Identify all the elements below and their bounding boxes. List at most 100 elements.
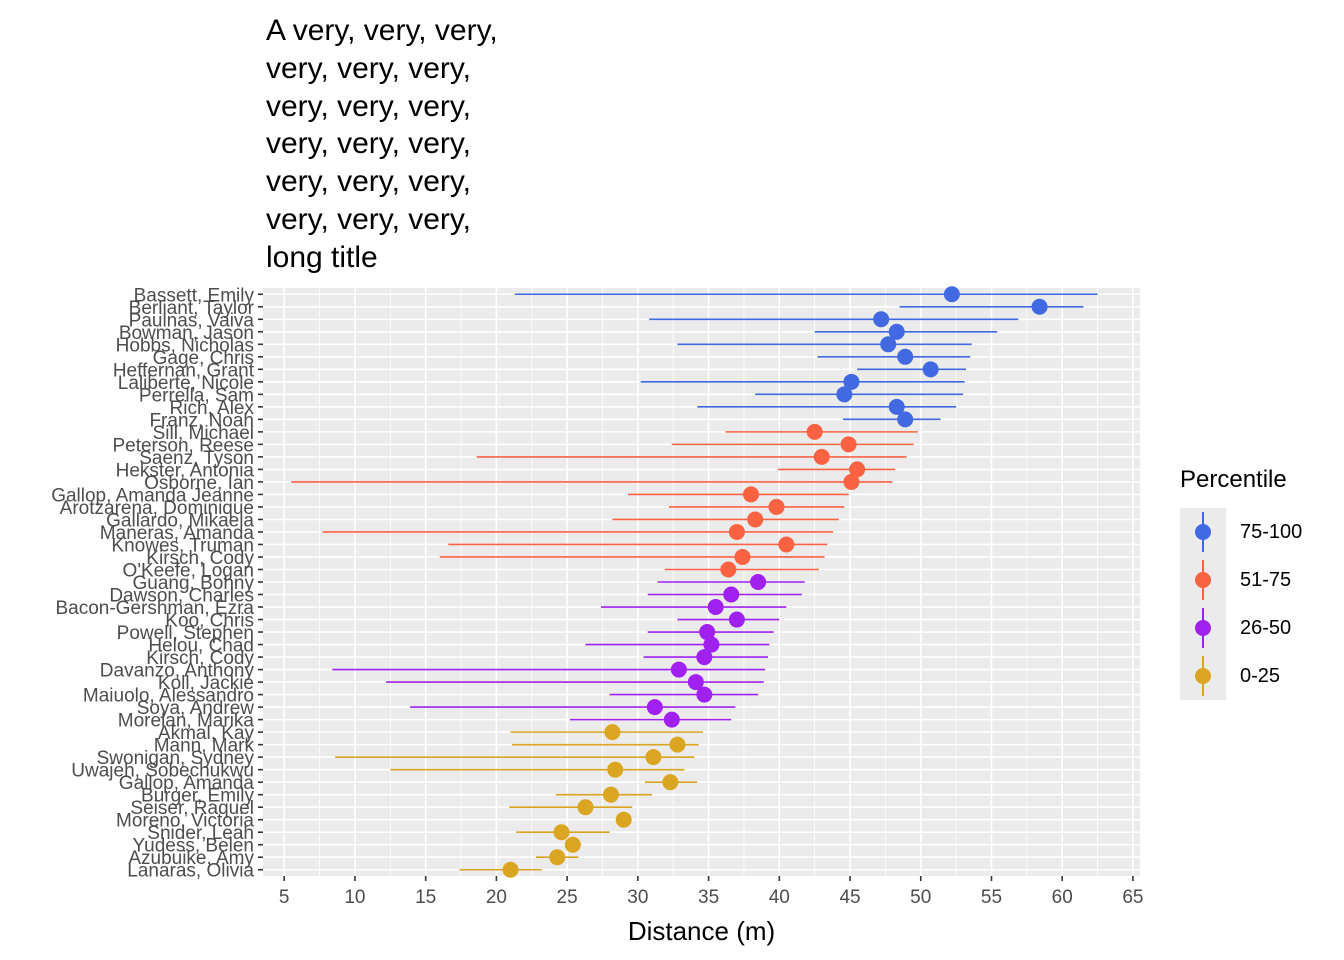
legend-label: 26-50 <box>1240 616 1292 639</box>
y-tick-label: Burger, Emily <box>141 786 254 807</box>
y-tick-label: Koll, Jackie <box>158 673 254 694</box>
data-point <box>728 523 745 540</box>
data-points <box>502 286 1048 878</box>
y-tick-label: Hobbs, Nicholas <box>116 335 254 356</box>
data-point <box>696 649 713 666</box>
data-point <box>669 736 686 753</box>
y-tick-label: Osborne, Ian <box>144 473 254 494</box>
y-tick-label: Bassett, Emily <box>134 285 255 306</box>
y-tick-label: Helou, Chad <box>148 636 254 657</box>
legend-items: 75-100 51-75 26-50 0-25 <box>1180 508 1302 700</box>
data-point <box>888 323 905 340</box>
data-point <box>502 861 519 878</box>
y-tick-label: Powell, Stephen <box>117 623 254 644</box>
data-point <box>843 373 860 390</box>
legend: Percentile 75-100 51-75 26-50 0-25 <box>1180 466 1302 700</box>
data-point <box>1031 298 1048 315</box>
legend-key-dot <box>1195 572 1211 588</box>
y-tick-label: Moreno, Victoria <box>116 811 254 832</box>
x-tick-label: 50 <box>910 887 931 908</box>
x-tick-label: 60 <box>1052 887 1073 908</box>
data-point <box>943 286 960 303</box>
y-tick-label: Maiuolo, Alessandro <box>83 686 254 707</box>
legend-item: 26-50 <box>1180 604 1302 652</box>
legend-title: Percentile <box>1180 466 1287 493</box>
data-point <box>577 799 594 816</box>
data-point <box>602 786 619 803</box>
data-point <box>703 636 720 653</box>
y-tick-label: Gallop, Amanda Jeanne <box>51 485 254 506</box>
data-point <box>723 586 740 603</box>
y-tick-label: Rich, Alex <box>170 398 255 419</box>
x-tick-label: 5 <box>279 887 290 908</box>
legend-key-dot <box>1195 620 1211 636</box>
chart-title: A very, very, very, very, very, very, ve… <box>266 14 498 274</box>
y-tick-label: Soya, Andrew <box>137 698 255 719</box>
y-tick-label: Lanaras, Olivia <box>127 861 254 882</box>
data-point <box>728 611 745 628</box>
y-tick-label: Heffernan, Grant <box>113 360 255 381</box>
x-tick-label: 25 <box>557 887 578 908</box>
data-point <box>646 699 663 716</box>
data-point <box>553 824 570 841</box>
legend-item: 51-75 <box>1180 556 1302 604</box>
y-tick-label: Perrella, Sam <box>139 385 254 406</box>
data-point <box>687 674 704 691</box>
y-tick-label: Bacon-Gershman, Ezra <box>55 598 254 619</box>
y-tick-label: Seiser, Raquel <box>130 798 254 819</box>
x-tick-label: 35 <box>698 887 719 908</box>
data-point <box>645 749 662 766</box>
data-point <box>922 361 939 378</box>
y-tick-label: Knowes, Truman <box>111 535 254 556</box>
y-tick-label: Kirsch, Cody <box>146 648 254 669</box>
legend-key <box>1180 652 1226 700</box>
data-point <box>750 574 767 590</box>
y-tick-label: Arotzarena, Dominique <box>60 498 254 519</box>
data-point <box>836 386 853 403</box>
x-tick-label: 20 <box>486 887 507 908</box>
data-point <box>734 548 751 565</box>
x-tick-label: 30 <box>627 887 648 908</box>
y-tick-label: Kirsch, Cody <box>146 548 254 569</box>
x-tick-label: 55 <box>981 887 1002 908</box>
data-point <box>707 599 724 616</box>
legend-key <box>1180 556 1226 604</box>
y-tick-label: O'Keefe, Logan <box>123 560 254 581</box>
data-point <box>615 811 632 828</box>
data-point <box>873 311 890 328</box>
y-tick-label: Laliberte, Nicole <box>118 373 254 394</box>
y-tick-label: Akmal, Kay <box>158 723 255 744</box>
legend-label: 0-25 <box>1240 664 1281 687</box>
y-tick-label: Yudess, Belen <box>133 836 254 857</box>
y-tick-label: Franz, Noah <box>149 410 254 431</box>
y-tick-label: Guang, Bohny <box>133 573 255 594</box>
legend-item: 75-100 <box>1180 508 1302 556</box>
y-tick-label: Gallardo, Mikaela <box>106 510 254 531</box>
data-point <box>897 348 914 365</box>
data-point <box>696 686 713 703</box>
y-tick-label: Hekster, Antonia <box>116 460 255 481</box>
y-tick-label: Paulnas, Vaiva <box>129 310 255 331</box>
x-tick-label: 40 <box>769 887 790 908</box>
data-point <box>743 486 760 503</box>
data-point <box>843 473 860 490</box>
y-tick-label: Koo, Chris <box>165 611 254 632</box>
data-point <box>663 711 680 728</box>
legend-label: 51-75 <box>1240 568 1292 591</box>
data-point <box>670 661 687 678</box>
y-tick-label: Peterson, Reese <box>112 435 254 456</box>
y-tick-label: Dawson, Charles <box>109 586 254 607</box>
y-tick-label: Gallop, Amanda <box>119 773 255 794</box>
x-axis-title: Distance (m) <box>628 916 775 946</box>
y-tick-label: Snider, Leah <box>147 823 254 844</box>
legend-key-dot <box>1195 668 1211 684</box>
data-point <box>662 774 679 791</box>
data-point <box>720 561 737 578</box>
y-tick-label: Bowman, Jason <box>119 323 254 344</box>
data-point <box>607 761 624 778</box>
x-tick-label: 15 <box>415 887 436 908</box>
data-point <box>778 536 795 553</box>
data-point <box>604 724 621 741</box>
data-point <box>888 398 905 415</box>
